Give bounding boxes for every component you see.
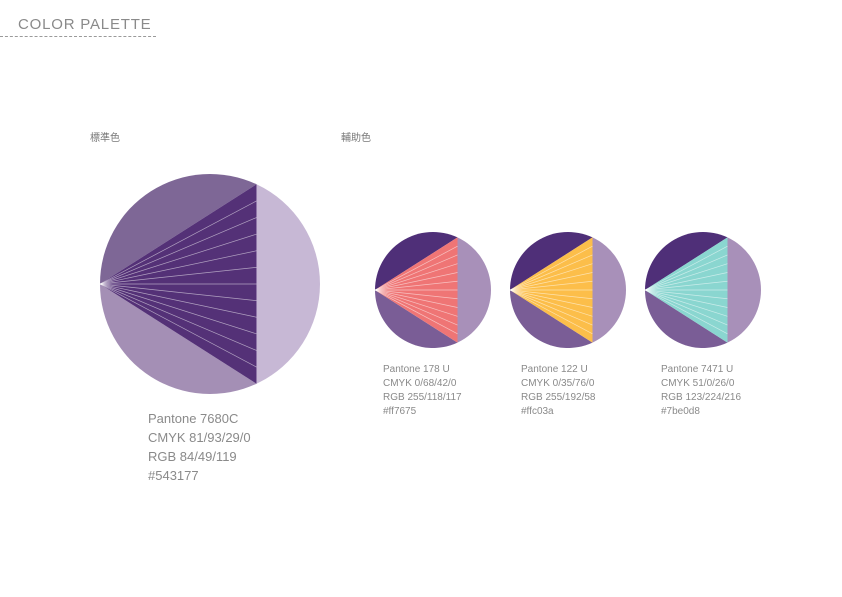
fan-ray [509, 263, 593, 291]
fan-ray [509, 289, 593, 326]
fan-ray [644, 289, 728, 317]
fan-ray [644, 254, 728, 291]
fan-ray [374, 289, 458, 335]
circle-right-segment [256, 184, 320, 384]
primary-pantone: Pantone 7680C [148, 411, 239, 426]
fan-ray [374, 280, 458, 291]
fan-ray [509, 245, 593, 291]
fan-ray [644, 289, 728, 308]
circle-upper-segment [510, 231, 593, 290]
fan-ray [509, 272, 593, 291]
circle-lower-segment [375, 290, 458, 349]
fan-ray [509, 289, 593, 300]
fan-ray [374, 289, 458, 326]
secondary-spec-teal: Pantone 7471 U CMYK 51/0/26/0 RGB 123/22… [661, 363, 741, 419]
fan-ray [644, 245, 728, 291]
primary-color-label: 標準色 [90, 133, 120, 144]
fan-ray [99, 283, 257, 318]
fan-ray [509, 254, 593, 291]
secondary-cmyk: CMYK 0/68/42/0 [383, 378, 457, 389]
secondary-color-emblem-pink [374, 231, 492, 349]
fan-ray [509, 289, 593, 317]
secondary-pantone: Pantone 122 U [521, 364, 588, 375]
circle-right-segment [592, 237, 627, 343]
fan-ray [374, 245, 458, 291]
secondary-hex: #ff7675 [383, 406, 417, 417]
fan-ray [374, 289, 458, 308]
secondary-cmyk: CMYK 0/35/76/0 [521, 378, 595, 389]
fan-ray [644, 263, 728, 291]
fan-ray [99, 283, 257, 301]
secondary-color-label: 輔助色 [341, 133, 371, 144]
circle-lower-segment [645, 290, 728, 349]
secondary-rgb: RGB 255/118/117 [383, 392, 462, 403]
fan-ray [99, 250, 257, 285]
fan-ray [644, 272, 728, 291]
circle-upper-segment [100, 174, 257, 284]
fan-ray [374, 263, 458, 291]
secondary-rgb: RGB 123/224/216 [661, 392, 742, 403]
secondary-hex: #ffc03a [521, 406, 554, 417]
secondary-spec-yellow: Pantone 122 U CMYK 0/35/76/0 RGB 255/192… [521, 363, 596, 419]
secondary-color-emblem-yellow [509, 231, 627, 349]
secondary-spec-pink: Pantone 178 U CMYK 0/68/42/0 RGB 255/118… [383, 363, 462, 419]
fan-ray [374, 289, 458, 300]
circle-upper-segment [375, 231, 458, 290]
fan-ray [644, 289, 728, 300]
fan-ray [99, 283, 257, 368]
circle-right-segment [727, 237, 762, 343]
fan-ray [374, 254, 458, 291]
secondary-hex: #7be0d8 [661, 406, 700, 417]
circle-right-segment [457, 237, 492, 343]
fan-ray [509, 280, 593, 291]
circle-lower-segment [100, 284, 257, 394]
fan-ray [374, 272, 458, 291]
primary-color-spec: Pantone 7680C CMYK 81/93/29/0 RGB 84/49/… [148, 409, 251, 485]
page-title: COLOR PALETTE [18, 16, 152, 33]
circle-lower-segment [510, 290, 593, 349]
secondary-color-emblem-teal [644, 231, 762, 349]
circle-upper-segment [645, 231, 728, 290]
fan-ray [99, 267, 257, 285]
title-underline [0, 36, 156, 37]
fan-ray [509, 289, 593, 308]
primary-color-emblem [99, 174, 320, 394]
fan-ray [374, 289, 458, 317]
fan-ray [99, 200, 257, 285]
fan-ray [644, 289, 728, 335]
primary-rgb: RGB 84/49/119 [148, 449, 237, 464]
fan-ray [99, 283, 257, 335]
fan-ray [99, 233, 257, 285]
secondary-pantone: Pantone 178 U [383, 364, 450, 375]
fan-ray [644, 289, 728, 326]
secondary-pantone: Pantone 7471 U [661, 364, 734, 375]
fan-ray [644, 280, 728, 291]
primary-cmyk: CMYK 81/93/29/0 [148, 430, 251, 445]
primary-hex: #543177 [148, 468, 199, 483]
secondary-rgb: RGB 255/192/58 [521, 392, 596, 403]
fan-ray [99, 217, 257, 285]
fan-ray [99, 283, 257, 351]
fan-ray [509, 289, 593, 335]
secondary-cmyk: CMYK 51/0/26/0 [661, 378, 735, 389]
